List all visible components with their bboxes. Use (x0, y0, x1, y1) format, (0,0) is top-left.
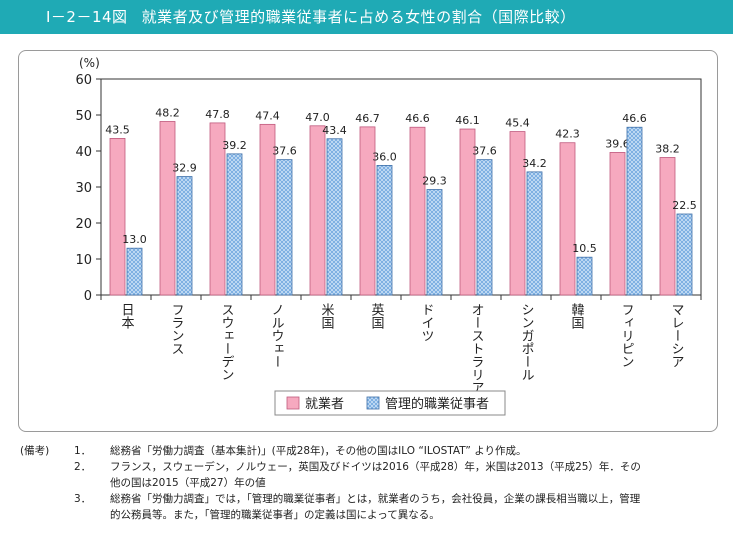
employed-value-label: 47.4 (255, 109, 280, 122)
x-category-label: フランス (169, 303, 184, 355)
y-tick-label: 20 (75, 217, 92, 232)
note-row-2: 2． フランス，スウェーデン，ノルウェー，英国及びドイツは2016（平成28）年… (20, 459, 720, 491)
employed-bar (559, 142, 576, 296)
note-line: フランス，スウェーデン，ノルウェー，英国及びドイツは2016（平成28）年，米国… (110, 461, 641, 473)
managerial-bar (126, 247, 143, 296)
x-category-label: ドイツ (419, 303, 434, 342)
x-category-label: マレーシア (669, 303, 684, 368)
x-category-label: スウェーデン (219, 303, 234, 381)
employed-value-label: 46.6 (405, 112, 430, 125)
employed-bar (409, 126, 426, 296)
legend-box (274, 390, 506, 416)
note-row-3: 3． 総務省「労働力調査」では，「管理的職業従事者」とは，就業者のうち，会社役員… (20, 491, 720, 523)
employed-value-label: 43.5 (105, 123, 130, 136)
managerial-value-label: 37.6 (272, 145, 297, 158)
managerial-bar (676, 213, 693, 296)
y-tick-label: 30 (75, 181, 92, 196)
managerial-value-label: 39.2 (222, 139, 247, 152)
employed-bar (209, 122, 226, 296)
employed-bar (259, 123, 276, 296)
managerial-bar (576, 256, 593, 296)
x-category-label: 韓国 (569, 303, 585, 329)
employed-value-label: 47.0 (305, 111, 330, 124)
managerial-value-label: 29.3 (422, 175, 447, 188)
managerial-bar (426, 189, 443, 296)
x-category-label: シンガポール (519, 303, 534, 381)
managerial-bar (326, 138, 343, 296)
chart-panel: (%) 0 10 20 30 40 50 60 43.5 13.0 日本 48.2 32.9 フランス 47… (18, 50, 718, 432)
x-category-label: オーストラリア (469, 303, 484, 394)
employed-bar (459, 128, 476, 296)
note-index: 2． (74, 461, 92, 473)
note-line: 総務省「労働力調査（基本集計)」(平成28年)，その他の国はILO “ILOST… (110, 445, 527, 457)
note-row-1: (備考) 1． 総務省「労働力調査（基本集計)」(平成28年)，その他の国はIL… (20, 443, 720, 459)
y-tick-label: 40 (75, 145, 92, 160)
managerial-bar (176, 176, 193, 296)
managerial-value-label: 10.5 (572, 242, 597, 255)
managerial-bar (226, 153, 243, 296)
x-category-label: ノルウェー (269, 303, 284, 368)
employed-value-label: 45.4 (505, 117, 530, 130)
legend-swatch-managerial (366, 396, 380, 410)
managerial-value-label: 22.5 (672, 199, 697, 212)
note-line: 総務省「労働力調査」では，「管理的職業従事者」とは，就業者のうち，会社役員，企業… (110, 493, 641, 505)
employed-bar (109, 138, 126, 296)
x-category-label: フィリピン (619, 303, 634, 368)
managerial-bar (526, 171, 543, 296)
notes-section: (備考) 1． 総務省「労働力調査（基本集計)」(平成28年)，その他の国はIL… (20, 443, 720, 523)
managerial-value-label: 46.6 (622, 112, 647, 125)
legend-label-employed: 就業者 (305, 396, 344, 412)
legend-label-managerial: 管理的職業従事者 (385, 396, 489, 412)
y-tick-label: 60 (75, 73, 92, 88)
note-index: 1． (74, 445, 92, 457)
notes-label: (備考) (20, 445, 50, 457)
employed-value-label: 47.8 (205, 108, 230, 121)
managerial-value-label: 13.0 (122, 233, 147, 246)
managerial-value-label: 36.0 (372, 150, 397, 163)
y-tick-label: 0 (84, 289, 92, 304)
employed-value-label: 42.3 (555, 128, 580, 141)
managerial-value-label: 34.2 (522, 157, 547, 170)
employed-value-label: 46.1 (455, 114, 480, 127)
note-line: 他の国は2015（平成27）年の値 (110, 477, 266, 489)
figure-title: 就業者及び管理的職業従事者に占める女性の割合（国際比較） (141, 8, 576, 26)
legend-swatch-employed (286, 396, 300, 410)
employed-bar (309, 125, 326, 296)
y-tick-label: 50 (75, 109, 92, 124)
employed-bar (609, 152, 626, 296)
note-index: 3． (74, 493, 92, 505)
figure-number: I－2－14図 (46, 8, 128, 26)
y-tick-label: 10 (75, 253, 92, 268)
employed-value-label: 48.2 (155, 106, 180, 119)
employed-bar (359, 126, 376, 296)
managerial-bar (276, 159, 293, 296)
note-line: 的公務員等。また，「管理的職業従事者」の定義は国によって異なる。 (110, 509, 440, 521)
managerial-bar (626, 126, 643, 296)
bar-chart: (%) 0 10 20 30 40 50 60 43.5 13.0 日本 48.2 32.9 フランス 47… (75, 56, 702, 416)
managerial-value-label: 32.9 (172, 162, 197, 175)
figure-title-bar: I－2－14図 就業者及び管理的職業従事者に占める女性の割合（国際比較） (0, 0, 733, 34)
y-axis-unit-label: (%) (79, 56, 100, 70)
managerial-value-label: 37.6 (472, 145, 497, 158)
employed-value-label: 46.7 (355, 112, 380, 125)
employed-bar (509, 131, 526, 296)
managerial-bar (476, 159, 493, 296)
employed-bar (159, 121, 176, 296)
x-category-label: 英国 (369, 303, 385, 329)
x-category-label: 米国 (319, 303, 335, 329)
employed-value-label: 39.6 (605, 137, 630, 150)
employed-value-label: 38.2 (655, 142, 680, 155)
managerial-bar (376, 165, 393, 296)
managerial-value-label: 43.4 (322, 124, 347, 137)
employed-bar (659, 157, 676, 296)
x-category-label: 日本 (119, 303, 135, 329)
